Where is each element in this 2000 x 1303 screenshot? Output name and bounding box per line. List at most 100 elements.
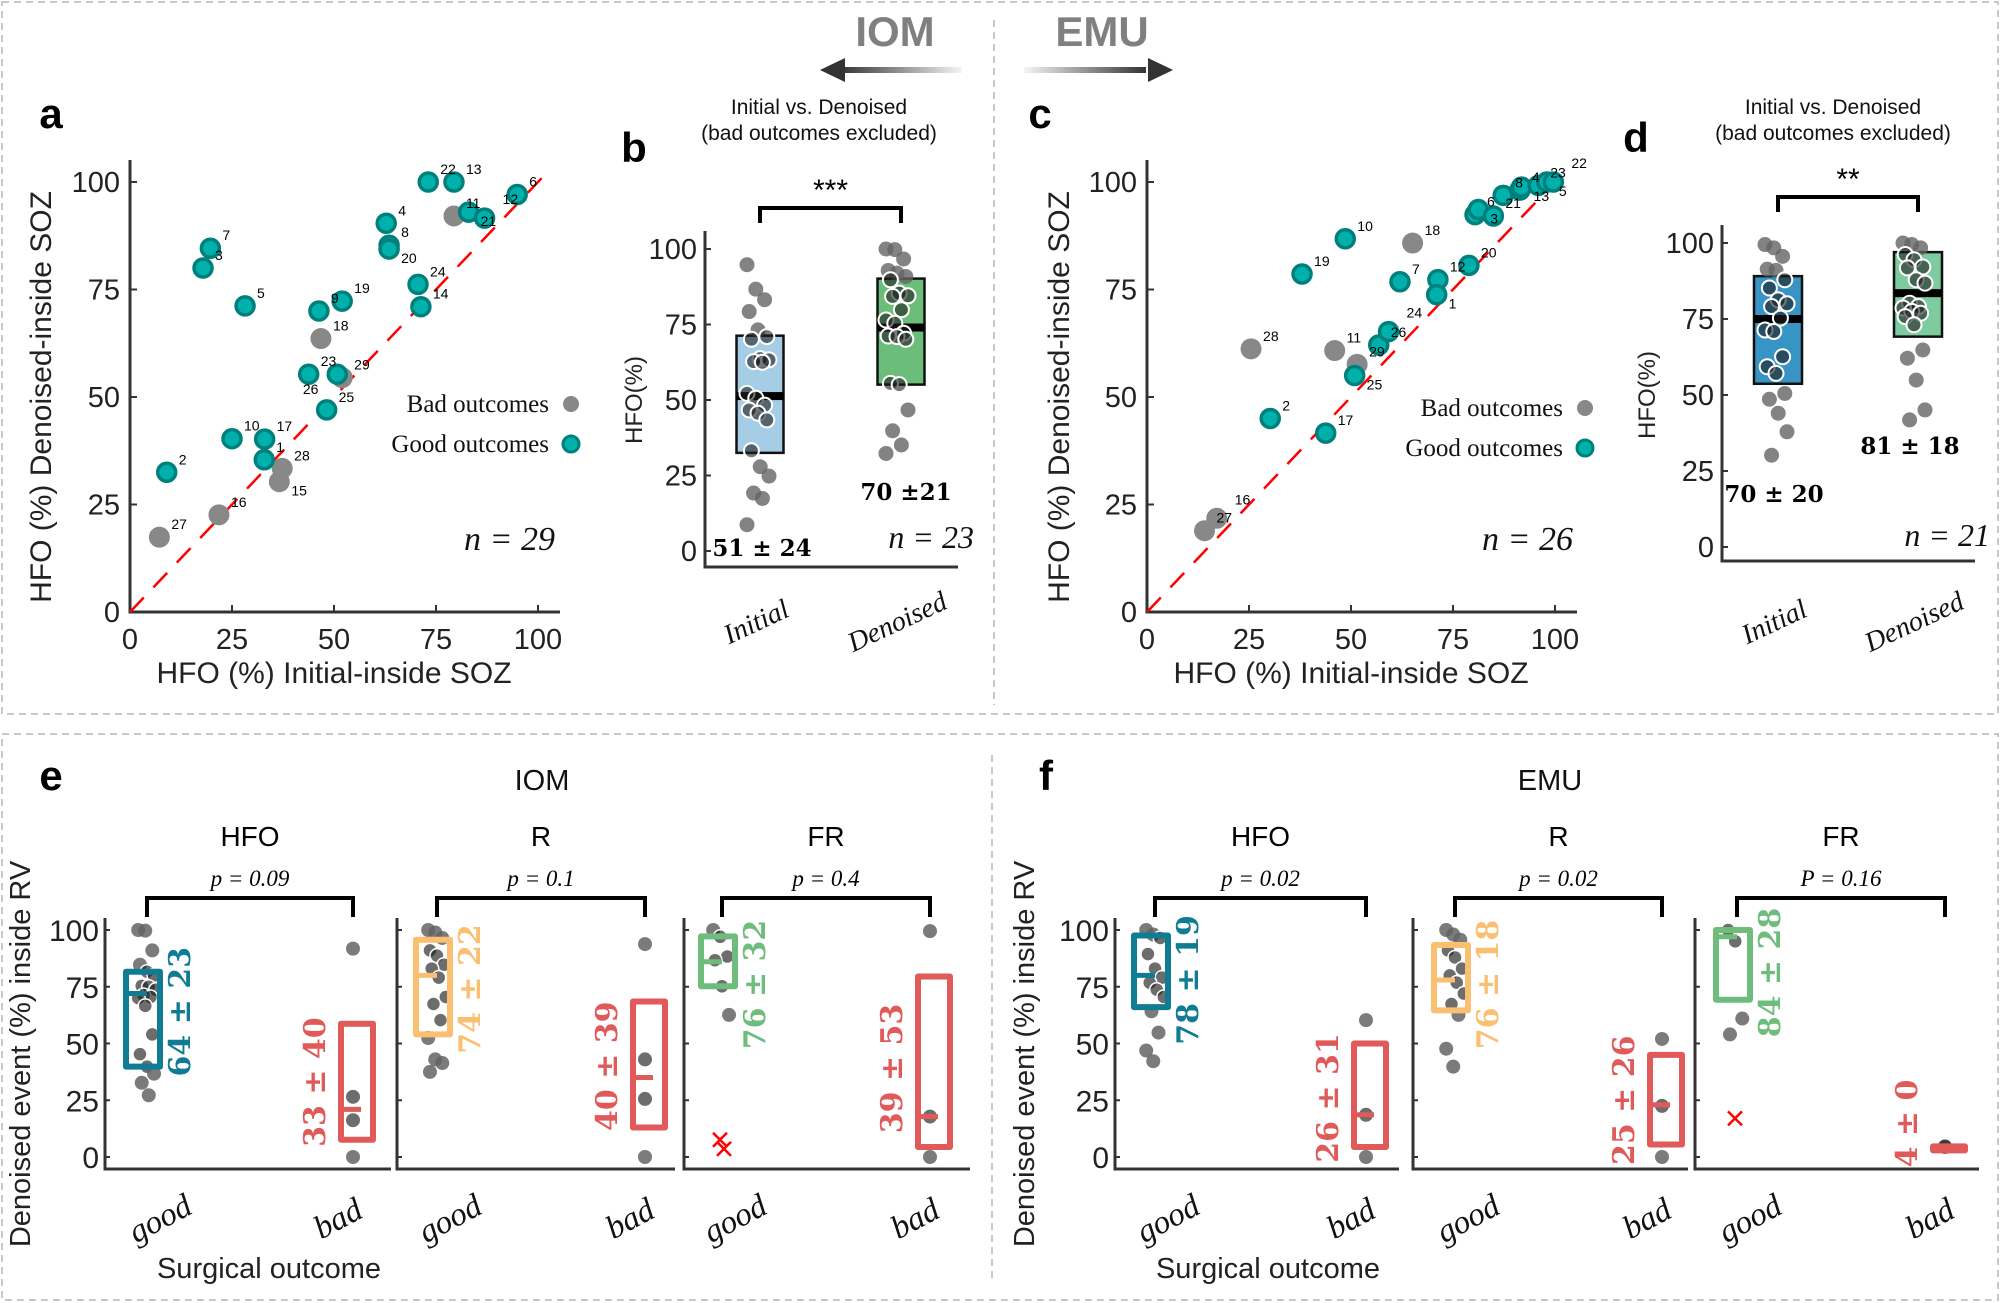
y-tick-label: 25 — [1076, 1085, 1109, 1118]
data-point — [1655, 1150, 1669, 1164]
x-tick-label: 0 — [122, 624, 138, 656]
x-tick-label: bad — [885, 1191, 946, 1246]
data-point — [1902, 412, 1918, 428]
data-point — [638, 1150, 652, 1164]
sample-size-label: n = 21 — [1904, 517, 1990, 553]
x-tick-label: Initial — [1736, 594, 1812, 652]
point-id-label: 12 — [1450, 259, 1466, 275]
subplot-title: R — [1548, 821, 1568, 852]
data-point — [1898, 259, 1916, 277]
panel-title: Initial vs. Denoised — [731, 96, 907, 119]
good-outcome-point — [253, 428, 276, 450]
point-id-label: 7 — [222, 227, 230, 243]
bad-outcome-point — [1324, 340, 1346, 362]
point-id-label: 24 — [430, 263, 446, 279]
point-id-label: 23 — [1550, 164, 1566, 180]
data-point — [1779, 424, 1795, 440]
y-axis-label: Denoised event (%) inside RV — [5, 860, 37, 1247]
data-point — [638, 937, 652, 952]
data-point — [742, 330, 760, 348]
point-id-label: 21 — [481, 213, 497, 229]
mean-sd-label: 84 ± 28 — [1753, 908, 1788, 1038]
data-point — [145, 943, 160, 958]
data-point — [1767, 364, 1785, 382]
mean-sd-label: 78 ± 19 — [1171, 915, 1206, 1045]
point-id-label: 2 — [179, 451, 187, 467]
data-point — [138, 923, 153, 938]
mean-sd-label: 25 ± 26 — [1607, 1035, 1642, 1165]
bad-outcome-point — [268, 471, 290, 493]
x-tick-label: 25 — [216, 624, 248, 656]
y-tick-label: 0 — [104, 597, 120, 629]
data-point — [1899, 350, 1915, 366]
data-point — [1915, 342, 1931, 358]
p-value-label: p = 0.1 — [505, 866, 574, 891]
mean-sd-label: 74 ± 22 — [453, 924, 488, 1054]
data-point — [132, 1046, 148, 1062]
y-tick-label: 50 — [1105, 382, 1137, 414]
point-id-label: 10 — [1357, 218, 1373, 234]
significance-bracket — [720, 896, 932, 917]
point-id-label: 5 — [1559, 183, 1567, 199]
x-axis-label: HFO (%) Initial-inside SOZ — [1173, 657, 1528, 690]
good-outcome-point — [253, 449, 275, 471]
y-tick-label: 75 — [1076, 972, 1109, 1005]
good-outcome-point — [1377, 320, 1400, 343]
y-axis-label: HFO (%) Denoised-inside SOZ — [1043, 191, 1076, 603]
sample-size-label: n = 26 — [1482, 521, 1573, 558]
p-value-label: p = 0.4 — [790, 866, 859, 891]
point-id-label: 26 — [303, 381, 319, 397]
data-point — [890, 376, 908, 394]
point-id-label: 22 — [440, 161, 456, 177]
x-tick-label: good — [413, 1188, 489, 1251]
point-id-label: 24 — [1407, 305, 1423, 321]
y-tick-label: 50 — [1076, 1029, 1109, 1062]
box-bad — [1647, 1051, 1685, 1148]
sample-size-label: n = 29 — [464, 521, 555, 558]
x-tick-label: good — [1131, 1188, 1207, 1251]
mean-sd-label: 26 ± 31 — [1311, 1033, 1346, 1163]
data-point — [1905, 316, 1923, 334]
data-point — [1722, 1027, 1737, 1042]
p-value-label: p = 0.02 — [1517, 866, 1598, 891]
legend-label: Good outcomes — [391, 431, 549, 458]
bad-outcome-point — [1402, 232, 1424, 254]
subplot-fr: FR P = 0.16 84 ± 28 good 4 ± 0 bad — [1693, 821, 1979, 1251]
data-point — [141, 1088, 156, 1103]
point-id-label: 13 — [1534, 188, 1550, 204]
data-point — [923, 924, 937, 939]
subplot-r: Rp = 0.1 74 ± 22 good 40 ± 39 bad — [395, 821, 675, 1251]
y-tick-label: 25 — [88, 490, 120, 522]
bad-outcome-point — [310, 328, 332, 350]
axes — [1693, 918, 1979, 1171]
axes — [1113, 918, 1399, 1171]
data-point — [761, 468, 777, 484]
data-point — [1770, 405, 1786, 421]
panel-title: (bad outcomes excluded) — [1715, 122, 1951, 145]
good-outcome-point — [1482, 205, 1505, 227]
data-point — [1761, 391, 1777, 407]
point-id-label: 12 — [503, 191, 519, 207]
data-point — [1777, 385, 1793, 401]
data-point — [422, 1064, 437, 1079]
good-outcome-point — [1259, 407, 1281, 430]
data-point — [1140, 946, 1156, 962]
point-id-label: 11 — [466, 195, 481, 211]
data-point — [435, 1056, 450, 1071]
data-point — [137, 998, 153, 1014]
mean-sd-label: 51 ± 24 — [712, 535, 811, 562]
x-tick-label: Initial — [718, 594, 794, 652]
point-id-label: 10 — [244, 418, 260, 434]
panel-label-f: f — [1039, 752, 1054, 799]
box-good — [1131, 932, 1171, 1011]
x-tick-label: good — [1431, 1188, 1507, 1251]
subplot-title: FR — [807, 821, 844, 852]
data-point — [884, 287, 902, 305]
x-tick-label: 100 — [514, 624, 562, 656]
mean-sd-label: 64 ± 23 — [163, 947, 198, 1077]
point-id-label: 29 — [1369, 343, 1385, 359]
mean-sd-label: 40 ± 39 — [590, 1001, 625, 1131]
point-id-label: 28 — [1263, 328, 1279, 344]
